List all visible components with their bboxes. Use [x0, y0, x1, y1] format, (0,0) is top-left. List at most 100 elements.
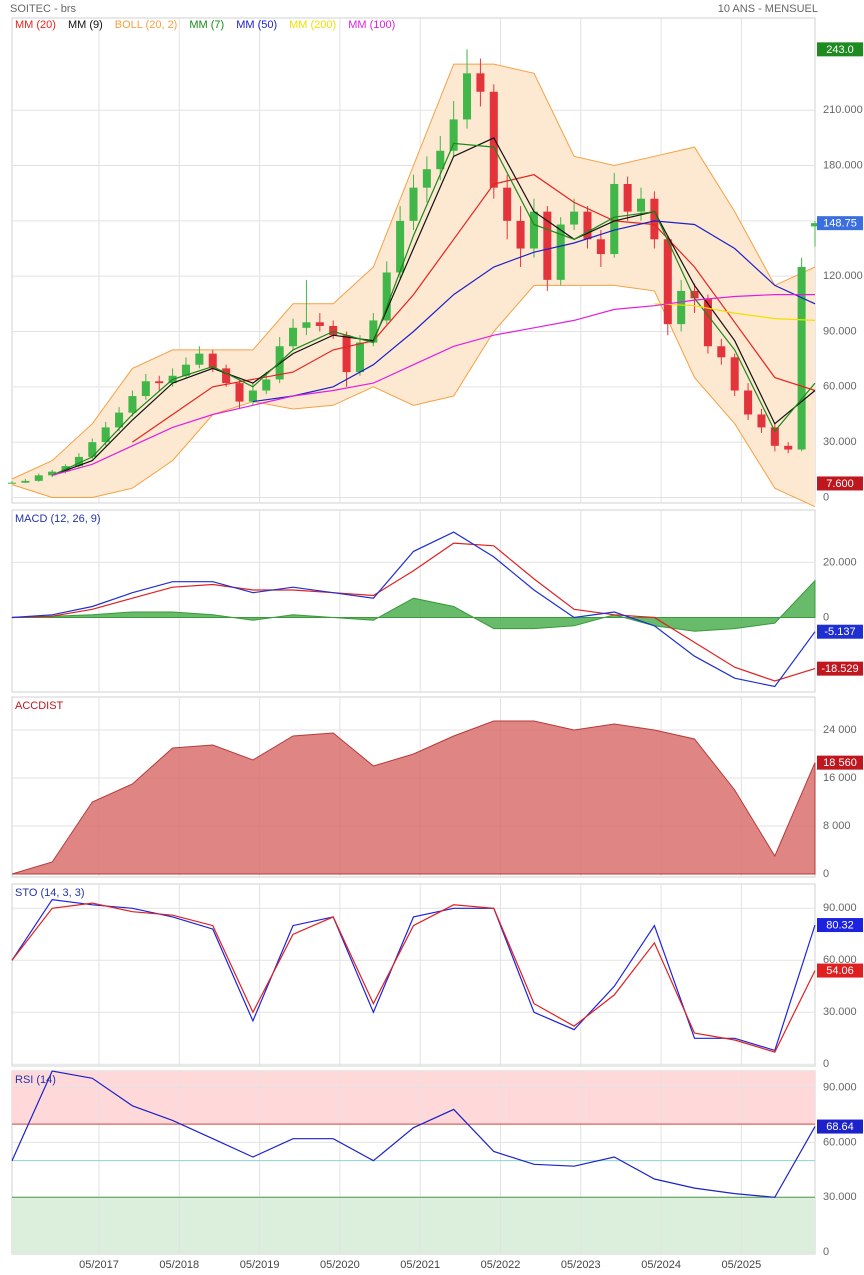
y-tick-label: 20.000: [823, 556, 857, 568]
legend-entry: MM (9): [68, 19, 103, 31]
candle-body: [34, 475, 43, 481]
value-box: [817, 918, 863, 933]
candle-body: [181, 364, 190, 376]
y-tick-label: 0: [823, 611, 829, 623]
candle-body: [677, 290, 686, 325]
value-box-label: 243.0: [826, 44, 854, 56]
value-box: [817, 1119, 863, 1134]
y-tick-label: 210.000: [823, 104, 863, 116]
value-box-label: 148.75: [823, 218, 857, 230]
candle-body: [248, 390, 257, 402]
candle-body: [222, 368, 231, 384]
candle-body: [503, 187, 512, 221]
candle-body: [757, 414, 766, 428]
y-tick-label: 90.000: [823, 902, 857, 914]
legend-entry: MM (100): [348, 19, 395, 31]
candle-body: [610, 183, 619, 255]
candle-body: [88, 442, 97, 457]
x-tick-label: 05/2025: [722, 1259, 762, 1271]
oversold-zone: [12, 1197, 815, 1254]
bollinger-lower: [11, 284, 816, 508]
candle-body: [155, 381, 164, 384]
area: [11, 720, 816, 875]
y-tick-label: 180.000: [823, 159, 863, 171]
y-tick-label: 0: [823, 1058, 829, 1070]
legend-entry: MM (50): [236, 19, 277, 31]
candle-body: [115, 412, 124, 428]
candle-body: [463, 73, 472, 120]
candle-body: [74, 456, 83, 467]
value-box: [817, 755, 863, 770]
candle-body: [730, 357, 739, 391]
value-box-label: 18 560: [823, 757, 857, 769]
candle-body: [315, 322, 324, 326]
y-tick-label: 30.000: [823, 1006, 857, 1018]
candle-body: [516, 220, 525, 249]
y-tick-label: 0: [823, 1246, 829, 1258]
legend-entry: BOLL (20, 2): [115, 19, 178, 31]
candle-body: [770, 427, 779, 446]
legend-entry: MM (7): [189, 19, 224, 31]
y-tick-label: 90.000: [823, 1081, 857, 1093]
candle-body: [342, 335, 351, 373]
panel-title: MACD (12, 26, 9): [15, 513, 101, 525]
value-box-label: 68.64: [826, 1121, 854, 1133]
value-box: [817, 216, 863, 231]
candle-body: [543, 211, 552, 280]
candle-body: [489, 91, 498, 188]
moving-average: [654, 303, 816, 321]
bollinger-upper: [11, 63, 816, 480]
candle-body: [703, 298, 712, 347]
y-tick-label: 60.000: [823, 954, 857, 966]
candle-body: [21, 480, 30, 483]
x-tick-label: 05/2020: [320, 1259, 360, 1271]
candle-body: [583, 211, 592, 240]
candle-body: [262, 379, 271, 391]
overbought-zone: [12, 1071, 815, 1125]
y-tick-label: 30.000: [823, 1191, 857, 1203]
y-tick-label: 60.000: [823, 1136, 857, 1148]
y-tick-label: 60.000: [823, 381, 857, 393]
y-tick-label: 0: [823, 868, 829, 880]
moving-average: [51, 137, 816, 476]
x-tick-label: 05/2018: [159, 1259, 199, 1271]
candle-body: [529, 211, 538, 249]
candle-body: [422, 169, 431, 188]
candle-body: [7, 482, 17, 484]
candle-body: [797, 266, 806, 450]
y-tick-label: 120.000: [823, 270, 863, 282]
candle-body: [128, 396, 137, 413]
panel-title: RSI (14): [15, 1074, 56, 1086]
moving-average: [51, 142, 816, 476]
legend-entry: MM (200): [289, 19, 336, 31]
panel-frame: [11, 883, 816, 1067]
panel-title: STO (14, 3, 3): [15, 887, 85, 899]
candle-body: [396, 220, 405, 273]
candle-body: [449, 119, 458, 151]
candle-body: [355, 342, 364, 373]
candle-body: [570, 211, 579, 225]
candle-body: [409, 187, 418, 221]
x-tick-label: 05/2021: [400, 1259, 440, 1271]
period-label: 10 ANS - MENSUEL: [718, 3, 818, 15]
candle-body: [690, 290, 699, 299]
moving-average: [252, 220, 816, 403]
indicator-line: [11, 902, 816, 1053]
candle-body: [637, 198, 646, 212]
candle-body: [663, 239, 672, 325]
chart-title: SOITEC - brs: [10, 3, 77, 15]
candle-body: [208, 353, 217, 369]
x-tick-label: 05/2019: [240, 1259, 280, 1271]
y-tick-label: 24 000: [823, 724, 857, 736]
indicator-line: [11, 542, 816, 682]
candle-body: [556, 224, 565, 280]
candle-body: [235, 383, 244, 402]
value-box: [817, 42, 863, 57]
value-box: [817, 661, 863, 676]
y-tick-label: 30.000: [823, 436, 857, 448]
candle-body: [436, 150, 445, 170]
value-box: [817, 963, 863, 978]
candle-body: [195, 353, 204, 365]
candle-body: [141, 381, 150, 397]
